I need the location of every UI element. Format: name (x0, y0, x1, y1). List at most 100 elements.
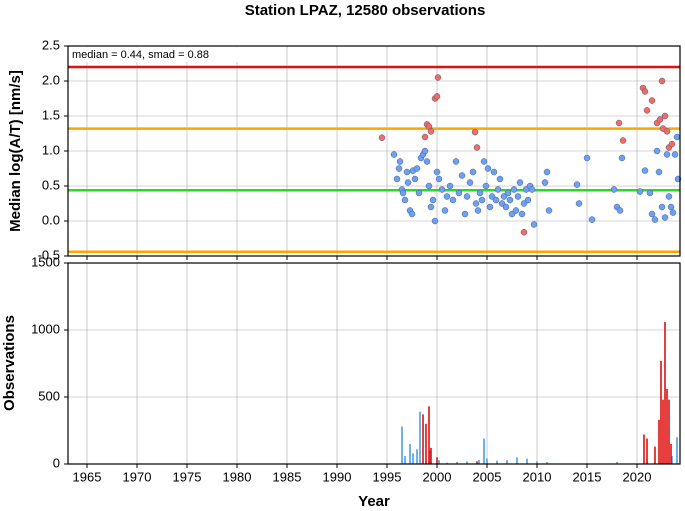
point (486, 203, 494, 211)
bar (483, 438, 485, 464)
plot-frame (67, 45, 681, 257)
bar (456, 461, 458, 464)
point (506, 196, 514, 204)
point (494, 186, 502, 193)
point (429, 196, 437, 204)
point (492, 196, 500, 204)
y-tick-label: 2.0 (42, 72, 60, 87)
x-tick-label: 2010 (523, 469, 552, 484)
point (610, 186, 618, 193)
bar (662, 399, 664, 464)
y-axis-label: Observations (1, 315, 18, 411)
point (588, 216, 596, 223)
point (520, 228, 528, 236)
point (401, 196, 409, 204)
y-tick-label: 0 (53, 455, 60, 470)
x-tick-label: 2000 (423, 469, 452, 484)
x-tick-label: 1995 (373, 469, 402, 484)
point (545, 207, 553, 214)
bar (536, 461, 538, 464)
point (431, 217, 439, 225)
bar (654, 446, 656, 464)
x-tick-label: 2005 (473, 469, 502, 484)
bar (516, 457, 518, 464)
point (466, 179, 474, 186)
y-tick-label: 500 (38, 388, 60, 403)
bar (664, 321, 666, 464)
point (473, 144, 481, 151)
point (415, 189, 423, 197)
point (510, 186, 518, 193)
point (619, 137, 627, 144)
point (655, 168, 663, 176)
point (669, 209, 677, 216)
x-tick-label: 1965 (73, 469, 102, 484)
point (399, 189, 407, 197)
bar (438, 459, 440, 464)
bar (526, 458, 528, 464)
y-tick-label: 2.5 (42, 37, 60, 52)
point (455, 189, 463, 197)
point (421, 147, 429, 155)
point (514, 193, 522, 200)
point (438, 186, 446, 193)
bar (404, 455, 406, 464)
point (667, 203, 675, 211)
point (648, 97, 656, 104)
point (443, 193, 451, 200)
point (641, 167, 649, 174)
point (472, 200, 480, 207)
point (469, 168, 477, 176)
point (646, 189, 654, 197)
point (458, 172, 466, 179)
point (673, 133, 681, 141)
point (651, 216, 659, 223)
chart-title: Station LPAZ, 12580 observations (245, 2, 486, 19)
bar (486, 458, 488, 464)
bar (422, 414, 424, 464)
bar (478, 459, 480, 464)
point (427, 203, 435, 211)
bar (409, 443, 411, 464)
bar (401, 426, 403, 464)
y-tick-label: 0.0 (42, 212, 60, 227)
bar (446, 462, 448, 464)
point (496, 175, 504, 183)
bar (476, 461, 478, 464)
point (524, 196, 532, 204)
plot-frame (67, 262, 681, 465)
point (512, 207, 520, 214)
y-tick-label: -0.5 (38, 247, 60, 262)
point (656, 116, 664, 123)
point (461, 210, 469, 218)
point (658, 203, 666, 211)
point (446, 182, 454, 190)
point (541, 179, 549, 186)
point (504, 189, 512, 197)
bar (436, 457, 438, 464)
point (408, 210, 416, 218)
point (575, 200, 583, 207)
bar (671, 455, 673, 464)
bar (430, 447, 432, 464)
point (668, 140, 676, 148)
bar (496, 460, 498, 464)
point (441, 207, 449, 214)
bar (643, 434, 645, 464)
bar (416, 449, 418, 464)
point (528, 186, 536, 193)
point (615, 119, 623, 127)
point (421, 133, 429, 141)
point (573, 181, 581, 188)
y-tick-label: 1000 (31, 321, 60, 336)
bar (616, 461, 618, 464)
bar (670, 443, 672, 464)
point (474, 207, 482, 214)
point (478, 196, 486, 204)
point (482, 182, 490, 190)
bar (428, 406, 430, 464)
point (480, 158, 488, 165)
point (433, 168, 441, 176)
x-tick-label: 1980 (223, 469, 252, 484)
